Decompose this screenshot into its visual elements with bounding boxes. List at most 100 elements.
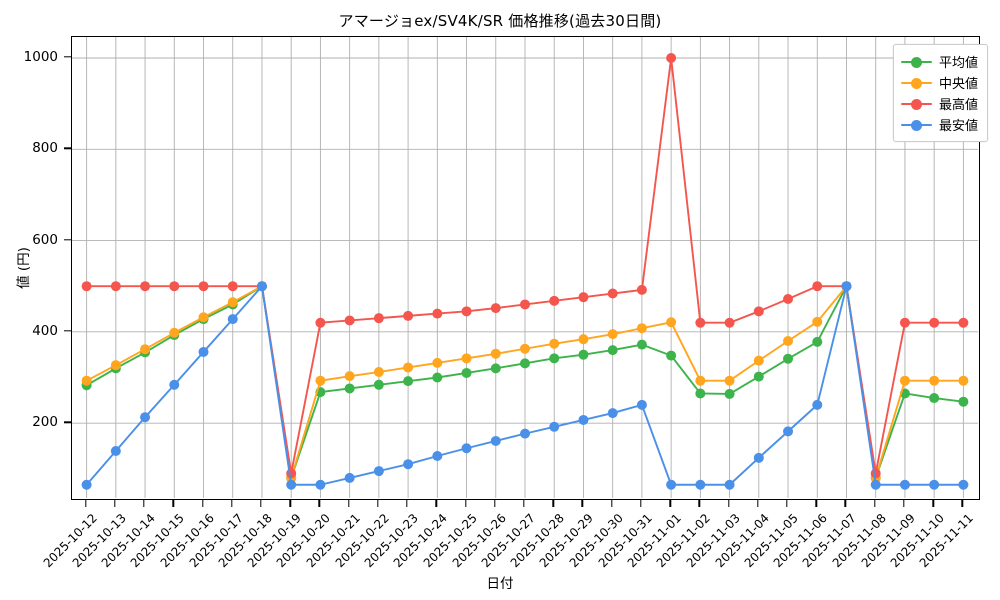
data-point[interactable] [520,299,530,310]
data-point[interactable] [549,353,560,364]
data-point[interactable] [461,306,472,317]
data-point[interactable] [753,452,764,463]
data-point[interactable] [695,479,706,490]
data-point[interactable] [373,379,384,390]
data-point[interactable] [753,355,764,366]
data-point[interactable] [169,379,180,390]
data-point[interactable] [666,350,677,361]
data-point[interactable] [812,316,823,327]
data-point[interactable] [344,315,355,326]
data-point[interactable] [695,375,706,386]
data-point[interactable] [607,345,618,356]
data-point[interactable] [286,468,297,479]
data-point[interactable] [724,479,735,490]
data-point[interactable] [636,323,647,334]
data-point[interactable] [81,479,92,490]
data-point[interactable] [520,428,530,439]
data-point[interactable] [81,375,92,386]
data-point[interactable] [666,53,677,63]
data-point[interactable] [666,479,677,490]
data-point[interactable] [783,293,794,304]
data-point[interactable] [812,336,823,347]
data-point[interactable] [403,459,414,470]
data-point[interactable] [198,312,209,323]
data-point[interactable] [724,388,735,399]
data-point[interactable] [256,281,267,292]
data-point[interactable] [461,443,472,454]
data-point[interactable] [578,292,589,303]
data-point[interactable] [812,399,823,410]
data-point[interactable] [636,339,647,350]
data-point[interactable] [198,346,209,357]
data-point[interactable] [140,281,151,292]
data-point[interactable] [783,335,794,346]
data-point[interactable] [549,295,560,306]
data-point[interactable] [198,281,209,292]
data-point[interactable] [227,297,238,308]
data-point[interactable] [110,281,121,292]
data-point[interactable] [578,349,589,360]
data-point[interactable] [549,338,560,349]
data-point[interactable] [373,367,384,378]
data-point[interactable] [929,393,940,404]
data-point[interactable] [607,288,618,299]
data-point[interactable] [461,353,472,364]
data-point[interactable] [724,375,735,386]
data-point[interactable] [315,317,326,328]
data-point[interactable] [169,281,180,292]
data-point[interactable] [753,371,764,382]
data-point[interactable] [227,314,238,325]
data-point[interactable] [783,353,794,364]
data-point[interactable] [432,451,443,462]
data-point[interactable] [870,468,881,479]
data-point[interactable] [636,284,647,295]
data-point[interactable] [929,375,940,386]
data-point[interactable] [110,360,121,371]
data-point[interactable] [403,362,414,373]
data-point[interactable] [110,445,121,456]
data-point[interactable] [315,375,326,386]
legend-item[interactable]: 平均値 [900,51,978,72]
data-point[interactable] [899,317,910,328]
data-point[interactable] [432,372,443,383]
legend-item[interactable]: 最高値 [900,93,978,114]
data-point[interactable] [344,472,355,483]
data-point[interactable] [724,317,735,328]
legend-item[interactable]: 最安値 [900,114,978,135]
data-point[interactable] [286,479,297,490]
data-point[interactable] [490,435,501,446]
data-point[interactable] [140,412,151,423]
data-point[interactable] [666,317,677,328]
data-point[interactable] [841,281,852,292]
data-point[interactable] [140,344,151,355]
data-point[interactable] [929,317,940,328]
data-point[interactable] [812,281,823,292]
data-point[interactable] [958,396,969,407]
data-point[interactable] [636,399,647,410]
data-point[interactable] [870,479,881,490]
data-point[interactable] [607,408,618,419]
data-point[interactable] [783,426,794,437]
data-point[interactable] [461,367,472,378]
data-point[interactable] [403,376,414,387]
data-point[interactable] [315,479,326,490]
data-point[interactable] [520,343,530,354]
data-point[interactable] [578,414,589,425]
data-point[interactable] [958,479,969,490]
data-point[interactable] [929,479,940,490]
data-point[interactable] [520,358,530,369]
data-point[interactable] [403,310,414,321]
data-point[interactable] [344,371,355,382]
data-point[interactable] [490,303,501,314]
data-point[interactable] [958,317,969,328]
data-point[interactable] [899,479,910,490]
data-point[interactable] [578,334,589,345]
data-point[interactable] [169,327,180,338]
data-point[interactable] [490,363,501,374]
data-point[interactable] [344,383,355,394]
data-point[interactable] [607,329,618,340]
data-point[interactable] [958,375,969,386]
data-point[interactable] [695,317,706,328]
data-point[interactable] [549,421,560,432]
data-point[interactable] [753,306,764,317]
